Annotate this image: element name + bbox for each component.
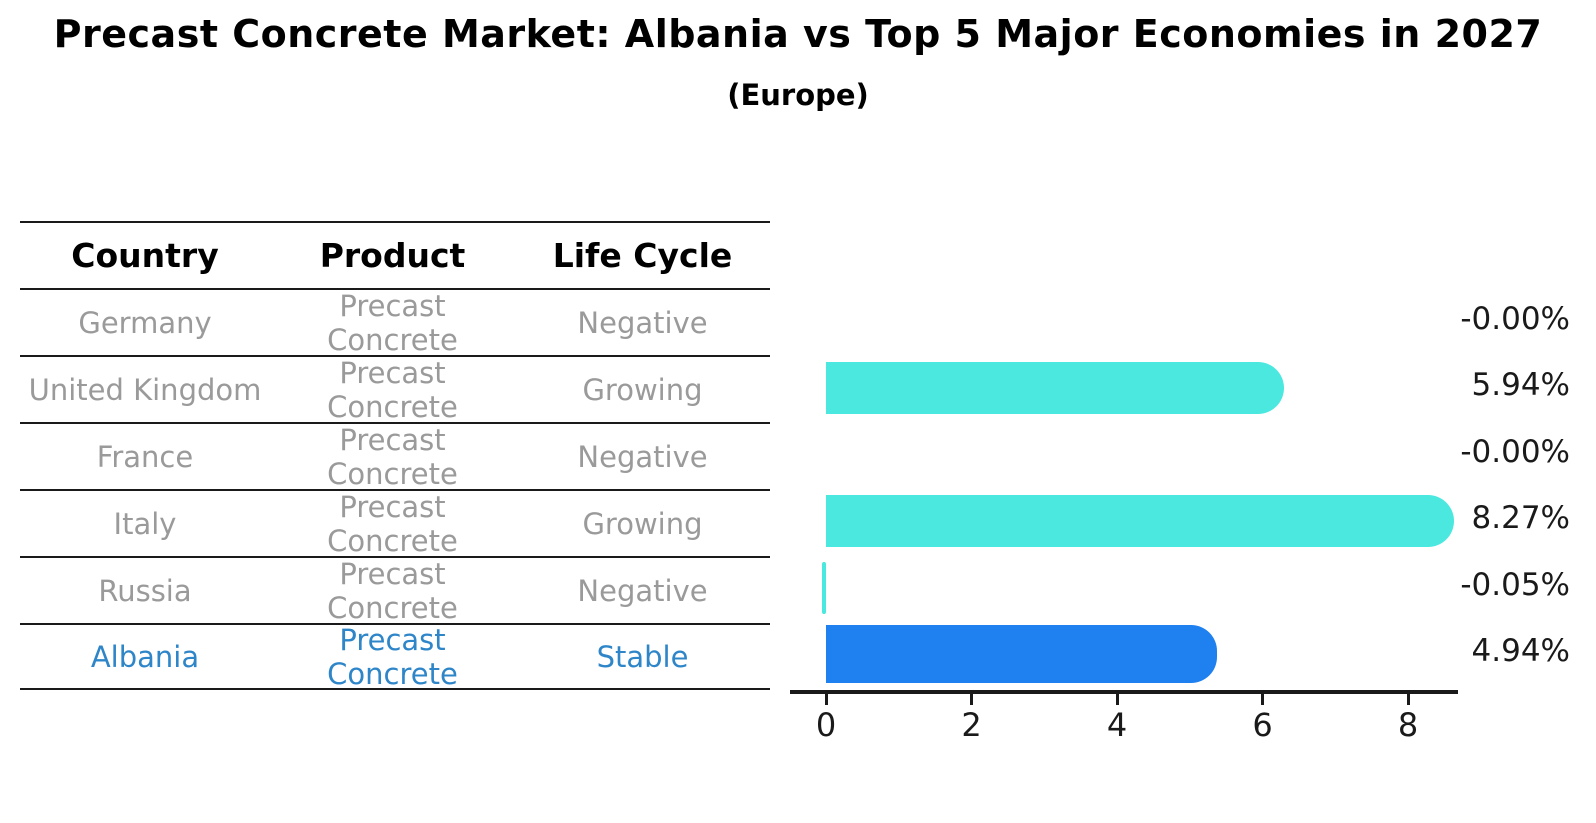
value-label-italy: 8.27% bbox=[1471, 500, 1570, 536]
table-row-united-kingdom: United Kingdom Precast Concrete Growing bbox=[20, 355, 770, 424]
cell-country: Italy bbox=[113, 506, 177, 541]
table-row-russia: Russia Precast Concrete Negative bbox=[20, 556, 770, 625]
bar-russia bbox=[822, 561, 826, 614]
chart-subtitle: (Europe) bbox=[727, 78, 869, 112]
cell-life-cycle: Stable bbox=[596, 639, 689, 674]
bar-albania bbox=[826, 625, 1218, 683]
table-row-france: France Precast Concrete Negative bbox=[20, 422, 770, 491]
column-header-product: Product bbox=[319, 236, 466, 275]
value-label-united-kingdom: 5.94% bbox=[1471, 367, 1570, 403]
x-tick-label: 2 bbox=[961, 706, 982, 744]
x-tick-mark bbox=[1115, 694, 1119, 705]
value-label-germany: -0.00% bbox=[1460, 300, 1570, 337]
value-label-france: -0.00% bbox=[1460, 433, 1570, 470]
cell-life-cycle: Growing bbox=[582, 372, 703, 407]
column-header-life-cycle: Life Cycle bbox=[552, 236, 733, 275]
table-row-albania: Albania Precast Concrete Stable bbox=[20, 622, 770, 691]
bar-united-kingdom bbox=[826, 362, 1285, 414]
value-label-russia: -0.05% bbox=[1460, 566, 1570, 603]
cell-life-cycle: Growing bbox=[582, 506, 703, 541]
table-header-row: Country Product Life Cycle bbox=[20, 221, 770, 288]
cell-country: United Kingdom bbox=[28, 372, 262, 407]
cell-life-cycle: Negative bbox=[577, 439, 708, 474]
column-header-country: Country bbox=[71, 236, 219, 275]
cell-product: Precast Concrete bbox=[327, 489, 458, 558]
cell-product: Precast Concrete bbox=[327, 355, 458, 424]
x-tick-mark bbox=[824, 694, 828, 705]
x-tick-mark bbox=[970, 694, 973, 705]
table-row-italy: Italy Precast Concrete Growing bbox=[20, 489, 770, 558]
cell-country: Germany bbox=[78, 305, 212, 340]
cell-country: Russia bbox=[98, 573, 192, 608]
x-tick-mark bbox=[1406, 694, 1410, 705]
cell-product: Precast Concrete bbox=[327, 288, 458, 357]
x-tick-label: 0 bbox=[815, 706, 837, 744]
x-tick-label: 4 bbox=[1106, 706, 1128, 744]
cell-life-cycle: Negative bbox=[577, 305, 708, 340]
x-tick-label: 8 bbox=[1397, 706, 1419, 744]
x-tick-label: 6 bbox=[1252, 706, 1273, 744]
value-label-albania: 4.94% bbox=[1471, 633, 1570, 669]
x-tick-mark bbox=[1261, 694, 1264, 705]
chart-title: Precast Concrete Market: Albania vs Top … bbox=[53, 12, 1543, 56]
cell-life-cycle: Negative bbox=[577, 573, 708, 608]
cell-product: Precast Concrete bbox=[327, 422, 458, 491]
x-axis-line bbox=[790, 690, 1458, 694]
cell-country: Albania bbox=[90, 639, 200, 674]
bar-italy bbox=[826, 495, 1454, 547]
table-row-germany: Germany Precast Concrete Negative bbox=[20, 288, 770, 357]
cell-product: Precast Concrete bbox=[327, 556, 458, 625]
cell-product: Precast Concrete bbox=[327, 622, 458, 691]
cell-country: France bbox=[96, 439, 194, 474]
country-table: Country Product Life Cycle Germany Preca… bbox=[20, 221, 770, 691]
